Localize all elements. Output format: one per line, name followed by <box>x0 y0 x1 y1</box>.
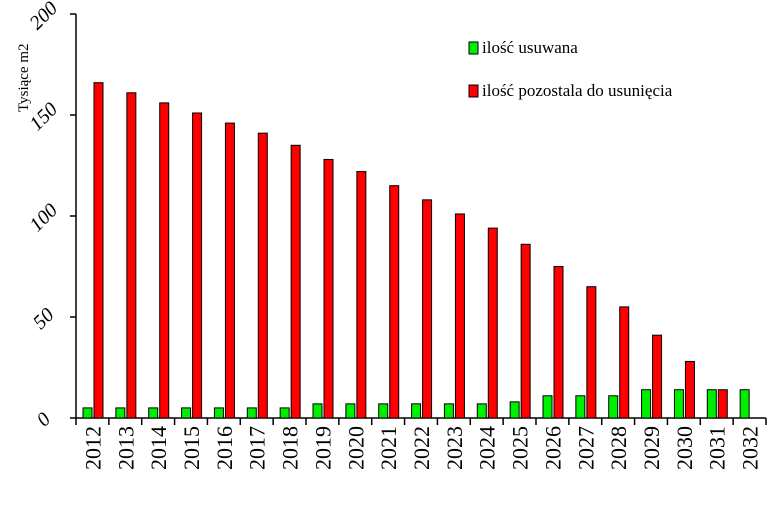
bar-remaining <box>717 389 728 419</box>
x-tick-label: 2027 <box>573 426 598 470</box>
bar-removed <box>706 389 717 419</box>
bar-removed <box>739 389 750 419</box>
x-tick-label: 2029 <box>639 426 664 470</box>
y-tick-label: 200 <box>25 0 62 34</box>
bar-removed <box>148 407 159 419</box>
x-tick-label: 2016 <box>212 426 237 470</box>
x-tick-label: 2032 <box>738 426 763 470</box>
legend: ilość usuwana ilość pozostala do usunięc… <box>468 38 673 100</box>
bar-remaining <box>257 132 268 419</box>
x-tick-label: 2014 <box>146 426 171 470</box>
bar-remaining <box>684 360 695 419</box>
bar-remaining <box>586 286 597 419</box>
bar-removed <box>279 407 290 419</box>
bar-removed <box>345 403 356 419</box>
legend-swatch-removed <box>468 41 479 55</box>
bar-remaining <box>192 112 203 419</box>
x-tick-label: 2019 <box>310 426 335 470</box>
x-ticks: 2012 2013 2014 2015 2016 2017 2018 2019 2020 2021… <box>75 418 767 470</box>
x-tick-label: 2013 <box>113 426 138 470</box>
x-tick-label: 2021 <box>376 426 401 470</box>
x-tick-label: 2026 <box>540 426 565 470</box>
y-tick-label: 0 <box>32 408 55 431</box>
x-tick-label: 2031 <box>705 426 730 470</box>
bar-removed <box>246 407 257 419</box>
x-tick-label: 2030 <box>672 426 697 470</box>
bar-remaining <box>553 266 564 419</box>
bar-removed <box>378 403 389 419</box>
x-tick-label: 2012 <box>80 426 105 470</box>
legend-label-remaining: ilość pozostala do usunięcia <box>482 81 673 100</box>
bar-removed <box>115 407 126 419</box>
bar-remaining <box>356 171 367 419</box>
bar-removed <box>213 407 224 419</box>
bar-removed <box>542 395 553 419</box>
bar-remaining <box>126 92 137 419</box>
x-tick-label: 2020 <box>343 426 368 470</box>
bar-removed <box>312 403 323 419</box>
y-axis-label: Tysiące m2 <box>16 43 32 112</box>
bar-remaining <box>520 243 531 419</box>
bar-removed <box>673 389 684 419</box>
x-tick-label: 2028 <box>606 426 631 470</box>
bar-remaining <box>454 213 465 419</box>
legend-label-removed: ilość usuwana <box>482 38 578 57</box>
bar-removed <box>443 403 454 419</box>
x-tick-label: 2017 <box>245 426 270 470</box>
bar-remaining <box>422 199 433 419</box>
legend-swatch-remaining <box>468 84 479 98</box>
x-tick-label: 2023 <box>442 426 467 470</box>
bar-remaining <box>224 122 235 419</box>
bar-removed <box>575 395 586 419</box>
bar-remaining <box>93 82 104 419</box>
bars <box>82 82 750 419</box>
bar-removed <box>608 395 619 419</box>
bar-removed <box>181 407 192 419</box>
bar-remaining <box>323 158 334 419</box>
bar-removed <box>509 401 520 419</box>
bar-remaining <box>652 334 663 419</box>
bar-removed <box>411 403 422 419</box>
bar-removed <box>82 407 93 419</box>
y-tick-label: 50 <box>29 304 59 334</box>
bar-remaining <box>159 102 170 419</box>
y-tick-label: 100 <box>25 199 62 236</box>
x-tick-label: 2024 <box>475 426 500 470</box>
bar-remaining <box>619 306 630 419</box>
x-tick-label: 2025 <box>508 426 533 470</box>
x-tick-label: 2015 <box>179 426 204 470</box>
bar-remaining <box>487 227 498 419</box>
x-tick-label: 2018 <box>278 426 303 470</box>
bar-remaining <box>389 185 400 419</box>
bar-removed <box>641 389 652 419</box>
bar-remaining <box>290 144 301 419</box>
x-tick-label: 2022 <box>409 426 434 470</box>
bar-removed <box>476 403 487 419</box>
